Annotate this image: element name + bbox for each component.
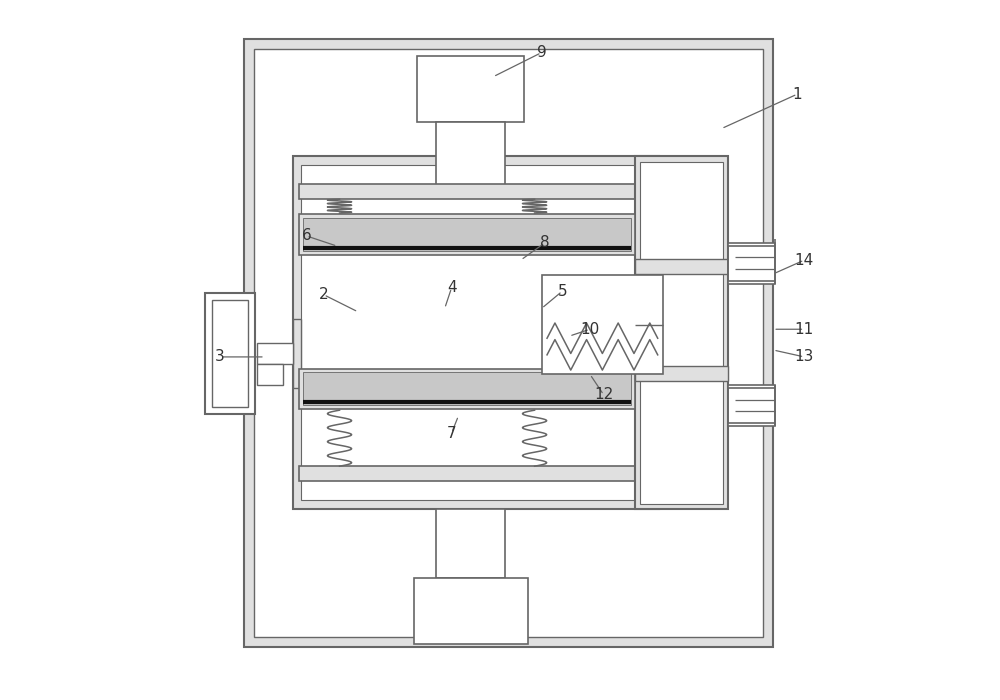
Text: 14: 14 xyxy=(795,253,814,267)
Bar xyxy=(728,243,775,284)
Text: 2: 2 xyxy=(319,287,328,302)
Bar xyxy=(542,275,663,374)
Bar xyxy=(212,300,248,407)
Bar xyxy=(254,49,763,637)
Bar xyxy=(640,162,723,503)
Bar xyxy=(635,366,728,381)
Text: 7: 7 xyxy=(447,426,456,440)
Bar xyxy=(244,38,773,648)
Bar xyxy=(299,466,666,482)
Bar xyxy=(728,384,775,426)
Bar xyxy=(205,293,255,414)
Bar xyxy=(436,122,505,191)
Bar xyxy=(303,218,631,251)
Bar xyxy=(417,56,524,122)
Text: 4: 4 xyxy=(447,280,456,295)
Text: 3: 3 xyxy=(215,349,225,365)
Text: 6: 6 xyxy=(301,228,311,244)
Bar xyxy=(436,509,505,578)
Bar xyxy=(299,214,635,255)
Bar xyxy=(301,165,650,500)
Bar xyxy=(293,319,301,388)
Bar xyxy=(257,343,292,364)
Bar xyxy=(635,259,728,274)
Bar xyxy=(635,156,728,509)
Text: 9: 9 xyxy=(537,45,546,60)
Bar xyxy=(257,364,283,384)
Bar xyxy=(299,184,666,199)
Bar xyxy=(303,372,631,405)
Text: 10: 10 xyxy=(580,322,600,337)
Text: 12: 12 xyxy=(594,388,613,402)
Text: 13: 13 xyxy=(795,349,814,365)
Text: 8: 8 xyxy=(540,235,550,251)
Text: 1: 1 xyxy=(793,87,802,101)
Bar xyxy=(414,578,528,644)
Bar xyxy=(299,369,635,409)
Text: 11: 11 xyxy=(795,322,814,337)
Bar xyxy=(293,156,659,509)
Text: 5: 5 xyxy=(557,284,567,299)
